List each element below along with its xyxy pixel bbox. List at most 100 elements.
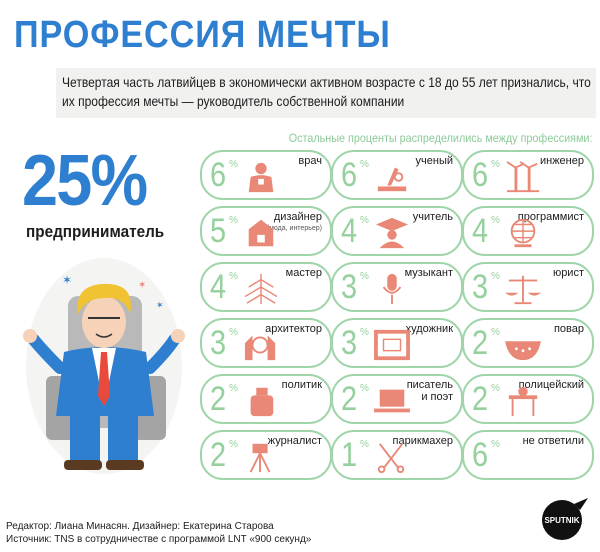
percent-sign: % bbox=[491, 439, 500, 450]
profession-percent: 3 bbox=[341, 268, 358, 306]
profession-card: 2% повар bbox=[462, 318, 594, 368]
laptop-icon bbox=[374, 389, 410, 413]
profession-percent: 2 bbox=[472, 380, 489, 418]
percent-sign: % bbox=[491, 383, 500, 394]
percent-sign: % bbox=[360, 271, 369, 282]
profession-label: врач bbox=[298, 155, 322, 167]
profession-percent: 6 bbox=[210, 156, 227, 194]
left-leg bbox=[70, 412, 100, 464]
star-icon: ✶ bbox=[138, 280, 146, 291]
credits-source: Источник: TNS в сотрудничестве с програм… bbox=[6, 534, 312, 545]
profession-label: художник bbox=[406, 323, 453, 335]
percent-sign: % bbox=[360, 439, 369, 450]
profession-label: музыкант bbox=[405, 267, 453, 279]
building-icon bbox=[244, 335, 276, 361]
profession-card: 6% ученый bbox=[331, 150, 463, 200]
profession-percent: 5 bbox=[210, 212, 227, 250]
profession-name: музыкант bbox=[404, 267, 453, 279]
globe-computer-icon bbox=[510, 218, 536, 248]
profession-card: 4% программист bbox=[462, 206, 594, 256]
profession-label: учитель bbox=[413, 211, 453, 223]
hair bbox=[77, 283, 131, 314]
profession-card: 2% журналист bbox=[200, 430, 332, 480]
percent-sign: % bbox=[229, 439, 238, 450]
profession-name: не ответили bbox=[522, 435, 584, 447]
profession-label: ученый bbox=[416, 155, 453, 167]
profession-card: 1% парикмахер bbox=[331, 430, 463, 480]
percent-sign: % bbox=[360, 327, 369, 338]
profession-label: архитектор bbox=[265, 323, 322, 335]
profession-label: парикмахер bbox=[393, 435, 453, 447]
profession-label: не ответили bbox=[523, 435, 584, 447]
percent-sign: % bbox=[229, 215, 238, 226]
profession-name: врач bbox=[298, 155, 322, 167]
profession-card: 3% художник bbox=[331, 318, 463, 368]
profession-card: 3% музыкант bbox=[331, 262, 463, 312]
camera-tripod-icon bbox=[249, 443, 271, 473]
profession-card: 6% не ответили bbox=[462, 430, 594, 480]
profession-card: 5% дизайнер (мода, интерьер) bbox=[200, 206, 332, 256]
profession-name: журналист bbox=[267, 435, 322, 447]
profession-label: повар bbox=[554, 323, 584, 335]
profession-percent: 2 bbox=[341, 380, 358, 418]
police-icon bbox=[508, 386, 538, 417]
profession-percent: 2 bbox=[472, 324, 489, 362]
left-hand bbox=[23, 329, 37, 343]
profession-label: политик bbox=[282, 379, 322, 391]
profession-name: юрист bbox=[552, 267, 584, 279]
professions-subheading: Остальные проценты распределились между … bbox=[288, 131, 592, 145]
profession-name: полицейский bbox=[518, 379, 584, 391]
tree-icon bbox=[244, 273, 278, 305]
profession-percent: 4 bbox=[341, 212, 358, 250]
left-arm bbox=[28, 334, 66, 374]
scales-icon bbox=[505, 275, 541, 305]
necktie bbox=[98, 352, 110, 406]
percent-sign: % bbox=[360, 383, 369, 394]
intro-text: Четвертая часть латвийцев в экономически… bbox=[62, 74, 591, 109]
percent-sign: % bbox=[491, 159, 500, 170]
bottle-icon bbox=[250, 387, 274, 417]
profession-sublabel: и поэт bbox=[421, 391, 453, 403]
profession-name: учитель bbox=[412, 211, 453, 223]
profession-percent: 4 bbox=[472, 212, 489, 250]
profession-label: журналист bbox=[268, 435, 322, 447]
percent-sign: % bbox=[229, 271, 238, 282]
profession-card: 2% полицейский bbox=[462, 374, 594, 424]
profession-percent: 1 bbox=[341, 436, 358, 474]
intro-box: Четвертая часть латвийцев в экономически… bbox=[56, 68, 596, 118]
percent-sign: % bbox=[229, 159, 238, 170]
picture-frame-icon bbox=[374, 329, 410, 361]
right-arm bbox=[144, 334, 180, 374]
profession-label: программист bbox=[518, 211, 584, 223]
main-stat-value: 25% bbox=[22, 141, 148, 221]
profession-percent: 3 bbox=[341, 324, 358, 362]
percent-sign: % bbox=[229, 327, 238, 338]
profession-label: инженер bbox=[540, 155, 584, 167]
profession-name: политик bbox=[281, 379, 322, 391]
page-title: ПРОФЕССИЯ МЕЧТЫ bbox=[14, 14, 391, 56]
percent-sign: % bbox=[229, 383, 238, 394]
profession-sublabel: (мода, интерьер) bbox=[266, 225, 322, 232]
profession-name: художник bbox=[405, 323, 453, 335]
profession-percent: 3 bbox=[472, 268, 489, 306]
profession-percent: 2 bbox=[210, 380, 227, 418]
percent-sign: % bbox=[491, 215, 500, 226]
businessman-illustration: ✶ ✶ ✶ bbox=[23, 258, 185, 474]
percent-sign: % bbox=[491, 271, 500, 282]
profession-name: повар bbox=[553, 323, 584, 335]
profession-card: 3% архитектор bbox=[200, 318, 332, 368]
profession-percent: 4 bbox=[210, 268, 227, 306]
right-hand bbox=[171, 329, 185, 343]
profession-label: мастер bbox=[286, 267, 322, 279]
profession-card: 2% политик bbox=[200, 374, 332, 424]
percent-sign: % bbox=[491, 327, 500, 338]
svg-text:SPUTNIK: SPUTNIK bbox=[544, 516, 579, 525]
credits-editor: Редактор: Лиана Минасян. Дизайнер: Екате… bbox=[6, 521, 274, 532]
profession-percent: 6 bbox=[472, 436, 489, 474]
right-leg bbox=[108, 412, 138, 464]
main-stat-label: предприниматель bbox=[26, 222, 165, 241]
sputnik-logo: SPUTNIK bbox=[542, 498, 588, 540]
left-shoe bbox=[64, 460, 102, 470]
wind-turbine-icon bbox=[506, 161, 540, 193]
profession-card: 4% учитель bbox=[331, 206, 463, 256]
